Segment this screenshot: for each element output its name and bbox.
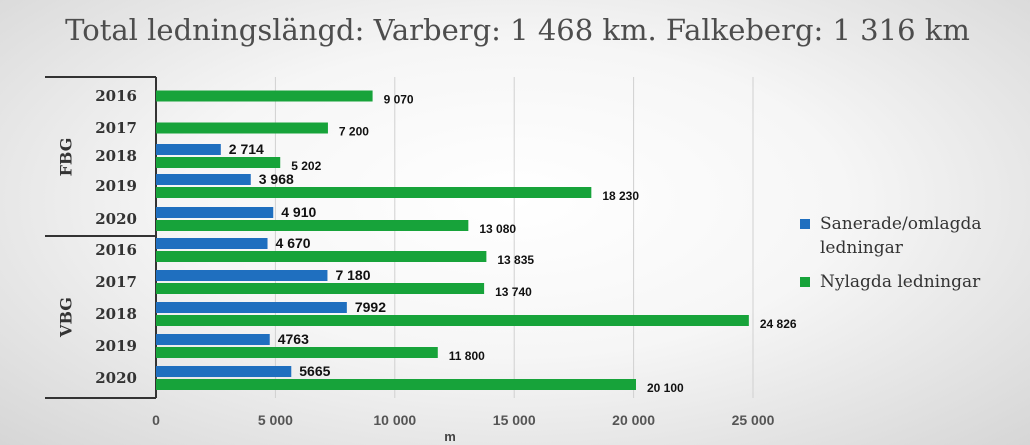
x-tick-label: 0 [152, 412, 160, 428]
data-label-sanerade: 7 180 [335, 267, 370, 283]
bar-sanerade [156, 174, 251, 185]
category-label: 2019 [95, 337, 137, 355]
data-label-nylagda: 13 740 [495, 285, 532, 299]
bar-sanerade [156, 238, 268, 249]
legend-label-nylagda: Nylagda ledningar [820, 272, 981, 292]
bar-nylagda [156, 379, 636, 390]
data-label-nylagda: 13 080 [479, 222, 516, 236]
data-label-nylagda: 13 835 [497, 253, 534, 267]
bar-nylagda [156, 122, 328, 134]
category-label: 2016 [95, 87, 137, 105]
data-label-sanerade: 4763 [278, 331, 309, 347]
bar-sanerade [156, 366, 292, 377]
x-axis-title: m [444, 429, 456, 444]
category-label: 2017 [95, 273, 137, 291]
chart-title: Total ledningslängd: Varberg: 1 468 km. … [65, 13, 970, 47]
bar-sanerade [156, 334, 270, 345]
bar-nylagda [156, 315, 749, 326]
data-label-sanerade: 4 670 [276, 235, 311, 251]
legend: Sanerade/omlagda ledningar Nylagda ledni… [800, 212, 1025, 304]
category-label: 2016 [95, 241, 137, 259]
x-tick-label: 10 000 [373, 412, 416, 428]
bar-nylagda [156, 187, 592, 198]
legend-item-nylagda: Nylagda ledningar [800, 270, 1025, 294]
data-label-nylagda: 7 200 [339, 125, 369, 139]
legend-swatch-nylagda [800, 277, 810, 287]
category-label: 2020 [95, 210, 137, 228]
data-label-sanerade: 3 968 [259, 171, 294, 187]
bar-sanerade [156, 302, 347, 313]
bar-nylagda [156, 90, 373, 102]
data-label-nylagda: 9 070 [384, 93, 414, 107]
bar-sanerade [156, 144, 221, 155]
data-label-sanerade: 5665 [299, 363, 330, 379]
bar-nylagda [156, 283, 485, 294]
legend-item-sanerade: Sanerade/omlagda ledningar [800, 212, 1025, 260]
data-label-sanerade: 7992 [355, 299, 386, 315]
group-label: FBG [57, 138, 76, 177]
x-tick-label: 25 000 [732, 412, 775, 428]
bar-nylagda [156, 251, 487, 262]
category-label: 2020 [95, 369, 137, 387]
data-label-nylagda: 20 100 [647, 381, 684, 395]
group-label: VBG [57, 297, 76, 338]
bar-nylagda [156, 220, 469, 231]
bar-nylagda [156, 157, 281, 168]
data-label-nylagda: 24 826 [760, 317, 797, 331]
data-label-sanerade: 4 910 [281, 204, 316, 220]
x-tick-label: 20 000 [612, 412, 655, 428]
bar-sanerade [156, 270, 328, 281]
data-label-nylagda: 11 800 [449, 349, 485, 363]
data-label-nylagda: 5 202 [291, 159, 321, 173]
data-label-sanerade: 2 714 [229, 141, 264, 157]
bar-sanerade [156, 207, 274, 218]
data-label-nylagda: 18 230 [602, 189, 639, 203]
legend-label-sanerade: Sanerade/omlagda ledningar [820, 214, 982, 258]
x-tick-label: 15 000 [493, 412, 536, 428]
category-label: 2018 [95, 305, 137, 323]
legend-swatch-sanerade [800, 219, 810, 229]
category-label: 2019 [95, 177, 137, 195]
category-label: 2018 [95, 147, 137, 165]
bar-nylagda [156, 347, 438, 358]
x-tick-label: 5 000 [258, 412, 293, 428]
category-label: 2017 [95, 119, 137, 137]
